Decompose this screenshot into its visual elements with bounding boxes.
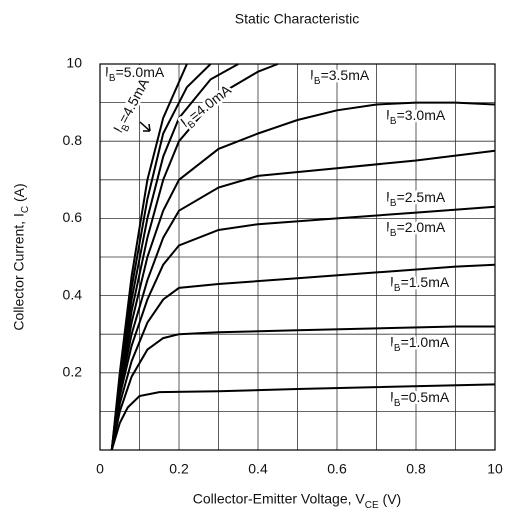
curve: [110, 325, 495, 451]
y-tick-label: 10: [66, 55, 82, 71]
y-tick-label: 0.8: [63, 132, 83, 148]
x-tick-label: 0.4: [248, 461, 268, 477]
y-tick-label: 0.4: [63, 286, 83, 302]
x-axis-label: Collector-Emitter Voltage, VCE (V): [193, 491, 401, 511]
x-tick-label: 10: [487, 461, 503, 477]
chart-title: Static Characteristic: [235, 11, 359, 27]
curve: [110, 63, 279, 451]
x-tick-label: 0.6: [327, 461, 347, 477]
curve: [110, 149, 496, 451]
y-tick-label: 0.2: [63, 364, 83, 380]
curves: [110, 63, 496, 451]
curve: [110, 263, 496, 451]
y-axis-label: Collector Current, IC (A): [11, 183, 31, 330]
curve-label: IB=2.5mA: [386, 189, 446, 209]
curve-label: IB=5.0mA: [105, 64, 165, 84]
x-tick-label: 0.8: [406, 461, 426, 477]
curve: [110, 205, 496, 451]
y-tick-label: 0.6: [63, 209, 83, 225]
label-arrow: [139, 121, 151, 132]
curve: [110, 101, 496, 451]
plot-frame: [99, 63, 496, 451]
x-tick-label: 0.2: [169, 461, 189, 477]
curve: [110, 383, 496, 451]
x-tick-label: 0: [96, 461, 104, 477]
